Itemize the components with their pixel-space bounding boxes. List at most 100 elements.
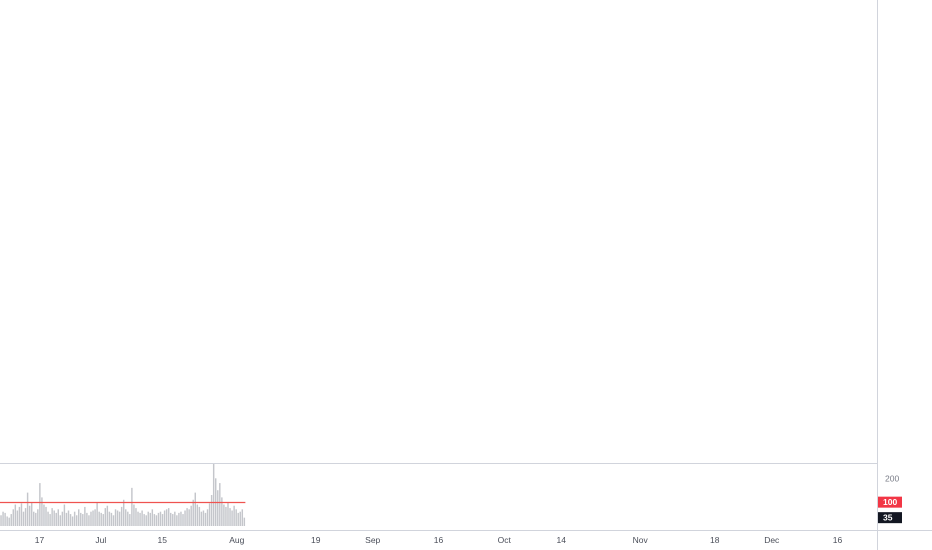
volume-bar <box>133 504 135 526</box>
volume-bar <box>153 514 156 526</box>
volume-bar <box>229 508 231 526</box>
volume-bar <box>151 509 154 526</box>
volume-bar <box>6 516 8 526</box>
volume-bar <box>217 490 219 526</box>
volume-bar <box>35 512 37 526</box>
volume-bar <box>159 511 162 526</box>
volume-bar <box>182 514 184 526</box>
volume-bar <box>239 511 241 526</box>
volume-bar <box>84 506 86 526</box>
volume-bar <box>192 499 194 526</box>
volume-bar <box>53 510 55 526</box>
volume-bars <box>0 464 246 526</box>
volume-bar <box>55 512 57 526</box>
volume-bar <box>106 505 109 526</box>
time-tick-label: Dec <box>764 535 780 545</box>
volume-bar <box>225 506 227 526</box>
volume-bar <box>139 512 141 526</box>
volume-tick-label: 200 <box>885 473 899 483</box>
volume-bar <box>141 510 143 526</box>
volume-bar <box>221 497 223 526</box>
volume-bar <box>219 483 221 526</box>
volume-bar <box>231 510 233 526</box>
volume-bar <box>208 503 211 526</box>
volume-bar <box>194 492 196 526</box>
time-tick-label: Oct <box>498 535 512 545</box>
time-tick-label: 16 <box>434 535 444 545</box>
volume-bar <box>145 515 147 526</box>
volume-bar <box>210 495 213 526</box>
volume-bar <box>184 510 186 526</box>
volume-bar <box>157 512 160 526</box>
volume-bar <box>45 506 47 526</box>
volume-bar <box>92 510 94 526</box>
volume-bar <box>180 511 182 526</box>
volume-bar <box>108 511 111 526</box>
volume-bar <box>122 499 125 526</box>
volume-bar <box>75 515 78 526</box>
volume-bar <box>167 508 170 526</box>
volume-bar <box>131 487 133 526</box>
volume-bar <box>49 514 51 526</box>
volume-bar <box>28 505 31 526</box>
volume-bar <box>110 512 113 526</box>
volume-bar <box>94 509 96 526</box>
volume-bar <box>39 483 41 526</box>
volume-bar <box>86 512 88 526</box>
volume-bar <box>47 511 49 526</box>
volume-bar <box>22 511 25 526</box>
volume-bar <box>233 505 235 526</box>
volume-bar <box>57 509 59 526</box>
volume-bar <box>77 509 80 526</box>
volume-bar <box>198 506 201 526</box>
volume-bar <box>163 510 166 526</box>
volume-bar <box>176 515 178 526</box>
volume-bar <box>235 509 237 526</box>
volume-bar <box>26 492 29 526</box>
volume-bar <box>67 510 70 526</box>
volume-bar <box>82 514 84 526</box>
volume-bar <box>14 504 17 526</box>
volume-bar <box>104 508 107 526</box>
volume-bar <box>127 511 129 526</box>
volume-bar <box>90 511 92 526</box>
volume-bar <box>59 515 62 526</box>
volume-bar <box>137 511 139 526</box>
volume-bar <box>10 514 12 526</box>
volume-bar <box>0 515 2 526</box>
volume-bar <box>98 511 100 526</box>
volume-bar <box>96 502 98 526</box>
volume-bar <box>241 509 244 526</box>
time-tick-label: Nov <box>633 535 649 545</box>
time-tick-label: Aug <box>229 535 244 545</box>
volume-bar <box>71 516 74 526</box>
time-tick-label: Sep <box>365 535 380 545</box>
volume-bar <box>8 517 10 526</box>
volume-bar <box>43 504 45 526</box>
volume-bar <box>37 509 39 526</box>
volume-bar <box>149 512 152 526</box>
volume-bar <box>227 502 229 526</box>
volume-bar <box>174 511 176 526</box>
volume-bar <box>88 515 90 526</box>
volume-bar <box>33 511 35 526</box>
volume-bar <box>18 506 21 526</box>
volume-label: 100 <box>883 497 897 507</box>
volume-bar <box>243 517 246 526</box>
volume-label-bg <box>878 496 902 508</box>
price-labels: 0.000042500.000034010.000033970.00003139… <box>878 496 902 524</box>
volume-bar <box>118 511 121 526</box>
volume-bar <box>102 514 104 526</box>
volume-bar <box>147 511 149 526</box>
volume-bar <box>237 512 239 526</box>
volume-bar <box>223 504 225 526</box>
volume-bar <box>80 512 82 526</box>
volume-bar <box>51 508 53 526</box>
volume-bar <box>4 512 6 526</box>
volume-bar <box>63 504 66 526</box>
volume-bar <box>204 512 207 526</box>
volume-bar <box>190 505 192 526</box>
time-tick-label: 14 <box>557 535 567 545</box>
